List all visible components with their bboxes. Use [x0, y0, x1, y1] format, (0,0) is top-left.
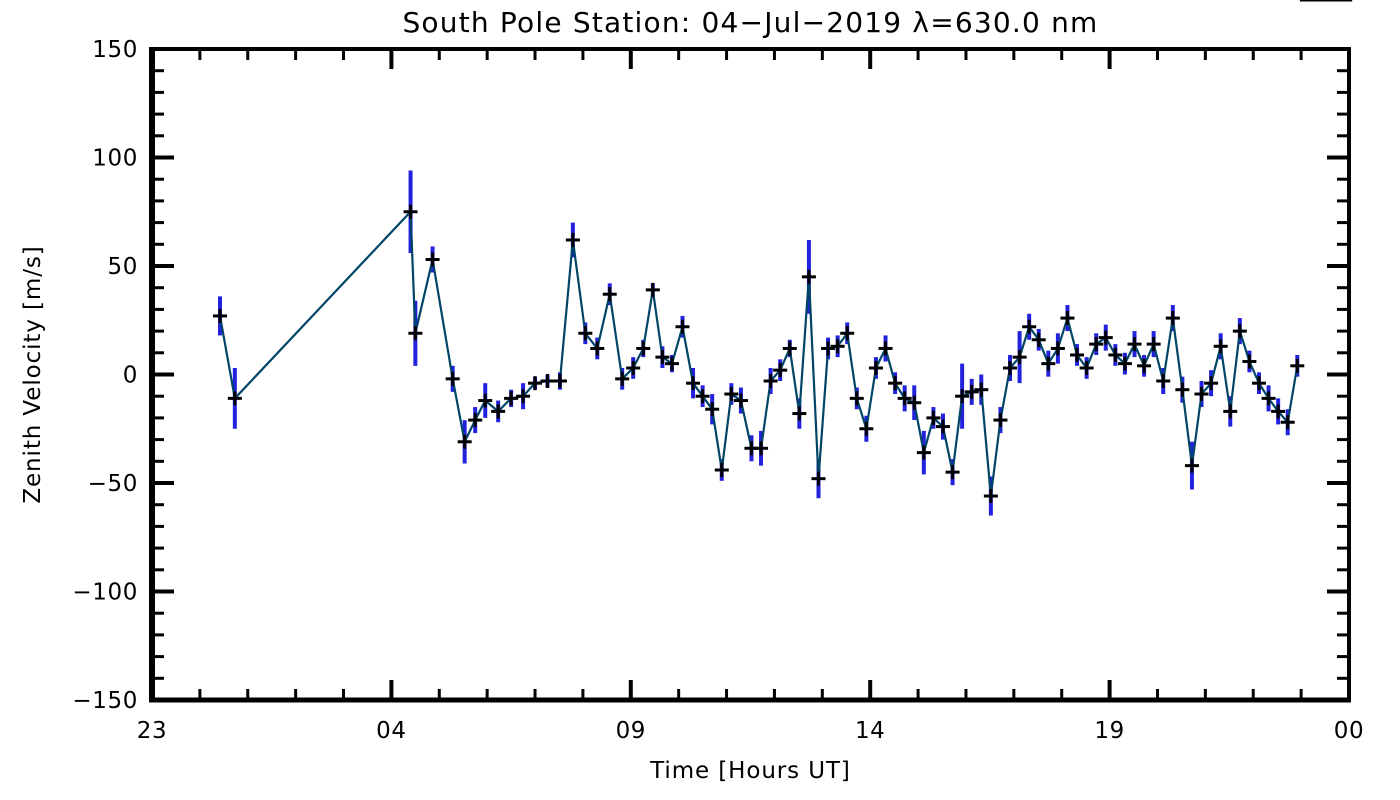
x-tick-label: 04: [376, 718, 406, 744]
x-tick-label: 00: [1334, 718, 1364, 744]
plot-title: South Pole Station: 04−Jul−2019 λ=630.0 …: [402, 6, 1098, 39]
x-tick-label: 19: [1094, 718, 1124, 744]
y-tick-label: 0: [123, 363, 138, 389]
data-line: [218, 209, 1299, 497]
y-tick-label: −150: [72, 688, 138, 714]
y-tick-label: 100: [92, 146, 138, 172]
y-tick-label: −100: [72, 580, 138, 606]
y-tick-label: −50: [88, 471, 138, 497]
y-tick-label: 150: [92, 37, 138, 63]
x-axis-title: Time [Hours UT]: [649, 758, 851, 784]
x-tick-label: 14: [855, 718, 885, 744]
plot-frame: [150, 47, 1351, 702]
x-tick-label: 23: [137, 718, 167, 744]
y-tick-label: 50: [108, 254, 138, 280]
y-axis-title: Zenith Velocity [m/s]: [20, 245, 46, 503]
marker-group: [212, 0, 1353, 504]
x-tick-label: 09: [616, 718, 646, 744]
